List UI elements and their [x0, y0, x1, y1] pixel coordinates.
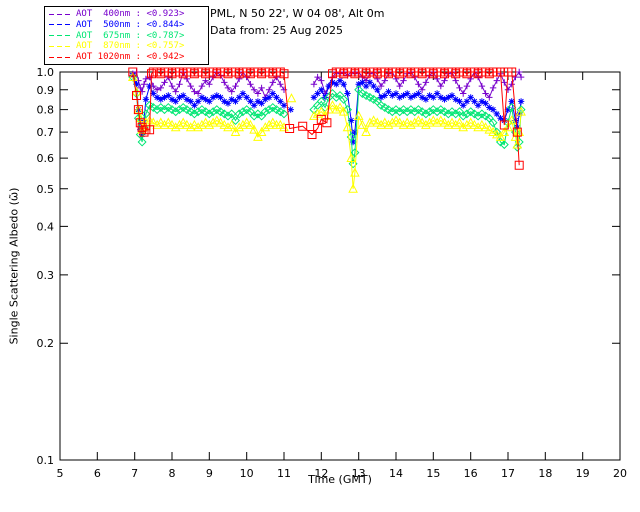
legend-dash-sample [49, 24, 71, 26]
x-tick-label: 13 [352, 467, 366, 480]
legend-dash-sample [49, 35, 71, 36]
y-tick-label: 0.5 [37, 183, 55, 196]
x-tick-label: 15 [426, 467, 440, 480]
legend-item-aot-400nm: AOT 400nm : <0.923> [49, 9, 205, 19]
site-info: PML, N 50 22', W 04 08', Alt 0m [210, 7, 385, 20]
x-tick-label: 9 [206, 467, 213, 480]
legend-label: AOT 500nm : <0.844> [76, 19, 185, 30]
y-axis-label: Single Scattering Albedo (ω̃) [7, 187, 21, 345]
x-tick-label: 16 [464, 467, 478, 480]
series-aot-500nm-markers [129, 72, 525, 146]
y-tick-label: 0.7 [37, 126, 55, 139]
legend-box: AOT 400nm : <0.923> AOT 500nm : <0.844> AO… [44, 6, 209, 65]
x-tick-label: 8 [169, 467, 176, 480]
x-tick-label: 20 [613, 467, 627, 480]
y-tick-label: 0.4 [37, 220, 55, 233]
y-tick-label: 0.1 [37, 454, 55, 467]
y-tick-label: 0.6 [37, 152, 55, 165]
legend-label: AOT 1020nm : <0.942> [76, 52, 185, 62]
y-tick-label: 0.3 [37, 269, 55, 282]
legend-dash-sample [49, 13, 71, 15]
legend-label: AOT 870nm : <0.757> [76, 41, 185, 52]
legend-item-aot-675nm: AOT 675nm : <0.787> [49, 31, 205, 41]
date-info: Data from: 25 Aug 2025 [210, 24, 344, 37]
y-tick-label: 0.9 [37, 84, 55, 97]
x-tick-label: 19 [576, 467, 590, 480]
y-tick-label: 0.8 [37, 104, 55, 117]
x-tick-label: 7 [131, 467, 138, 480]
y-tick-label: 1.0 [37, 66, 55, 79]
x-tick-label: 18 [538, 467, 552, 480]
legend-item-aot-870nm: AOT 870nm : <0.757> [49, 41, 205, 51]
x-axis-label: Time (GMT) [308, 473, 372, 486]
x-tick-label: 11 [277, 467, 291, 480]
legend-item-aot-1020nm: AOT 1020nm : <0.942> [49, 52, 205, 62]
legend-dash-sample [49, 56, 71, 58]
x-tick-label: 14 [389, 467, 403, 480]
x-tick-label: 10 [240, 467, 254, 480]
plot-frame [59, 71, 621, 461]
legend-label: AOT 675nm : <0.787> [76, 30, 185, 41]
legend-item-aot-500nm: AOT 500nm : <0.844> [49, 20, 205, 30]
x-tick-label: 6 [94, 467, 101, 480]
series-aot-1020nm-markers [128, 67, 524, 170]
legend-label: AOT 400nm : <0.923> [76, 9, 185, 19]
y-tick-label: 0.2 [37, 337, 55, 350]
x-tick-label: 12 [314, 467, 328, 480]
x-tick-label: 17 [501, 467, 515, 480]
x-tick-label: 5 [57, 467, 64, 480]
legend-dash-sample [49, 45, 71, 47]
